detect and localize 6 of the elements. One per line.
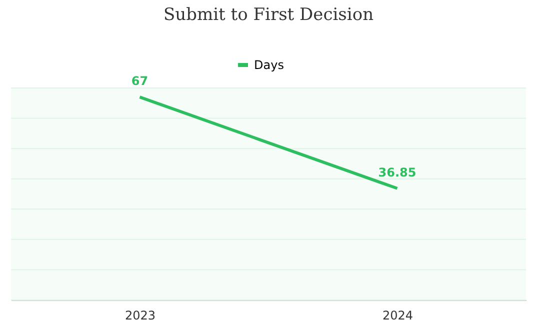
data-label: 67 [131, 74, 148, 88]
chart-title: Submit to First Decision [163, 5, 374, 25]
legend-label: Days [254, 58, 284, 72]
data-label: 36.85 [378, 165, 416, 180]
x-tick-label: 2024 [382, 308, 414, 322]
x-tick-label: 2023 [124, 308, 156, 322]
